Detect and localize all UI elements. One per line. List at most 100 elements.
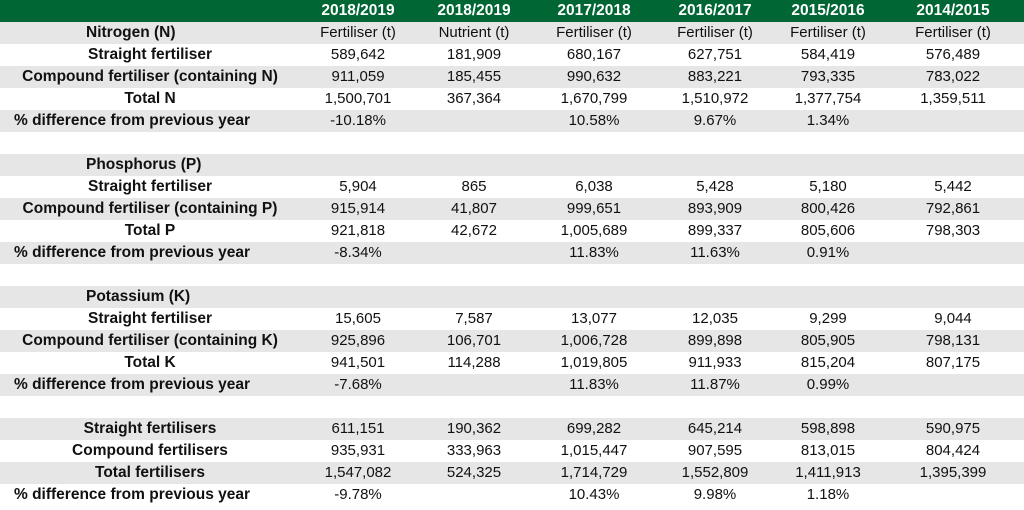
row-label: Total P	[124, 222, 176, 239]
table-row: % difference from previous year -9.78% 1…	[0, 484, 1024, 506]
table-cell	[300, 154, 416, 176]
table-cell: 941,501	[330, 354, 386, 371]
table-row: % difference from previous year -10.18% …	[0, 110, 1024, 132]
table-cell	[532, 286, 656, 308]
row-label: % difference from previous year	[14, 486, 251, 503]
table-cell: Nutrient (t)	[416, 22, 532, 44]
table-cell: 9,299	[809, 310, 847, 327]
table-cell: 792,861	[882, 198, 1024, 220]
table-cell: 645,214	[656, 418, 774, 440]
table-cell: Fertiliser (t)	[532, 22, 656, 44]
spacer-cell	[0, 264, 1024, 286]
table-cell: 6,038	[575, 178, 613, 195]
table-cell: 1,510,972	[681, 90, 749, 107]
table-cell: 10.43%	[568, 486, 620, 503]
table-row: Phosphorus (P)	[0, 154, 1024, 176]
table-cell	[882, 242, 1024, 264]
table-cell	[882, 374, 1024, 396]
table-cell: 893,909	[656, 198, 774, 220]
row-label: Straight fertiliser	[87, 46, 213, 63]
table-row: % difference from previous year -7.68% 1…	[0, 374, 1024, 396]
table-cell: -9.78%	[334, 486, 382, 503]
spacer-row	[0, 132, 1024, 154]
row-label: Nitrogen (N)	[0, 22, 300, 44]
table-cell: 42,672	[451, 222, 497, 239]
table-cell: 9.98%	[693, 486, 737, 503]
table-cell: 813,015	[800, 442, 856, 459]
table-row: Compound fertiliser (containing N) 911,0…	[0, 66, 1024, 88]
table-cell: 11.63%	[656, 242, 774, 264]
table-cell: 106,701	[416, 330, 532, 352]
table-cell: 5,442	[934, 178, 972, 195]
table-cell: 699,282	[532, 418, 656, 440]
table-cell	[532, 154, 656, 176]
table-cell	[416, 242, 532, 264]
table-row: Compound fertilisers 935,931 333,963 1,0…	[0, 440, 1024, 462]
table-cell: 999,651	[532, 198, 656, 220]
row-label: Potassium (K)	[0, 286, 300, 308]
row-label: Compound fertiliser (containing N)	[0, 66, 300, 88]
table-cell: 5,428	[696, 178, 734, 195]
table-row: Total K 941,501 114,288 1,019,805 911,93…	[0, 352, 1024, 374]
table-cell: 921,818	[330, 222, 386, 239]
table-cell	[656, 154, 774, 176]
table-cell: 1,714,729	[532, 462, 656, 484]
header-year-3: 2017/2018	[532, 0, 656, 22]
row-label: Compound fertiliser (containing P)	[0, 198, 300, 220]
spacer-cell	[0, 132, 1024, 154]
header-year-1: 2018/2019	[300, 0, 416, 22]
table-cell	[882, 154, 1024, 176]
table-row: Straight fertilisers 611,151 190,362 699…	[0, 418, 1024, 440]
spacer-row	[0, 396, 1024, 418]
table-cell: 1,019,805	[560, 354, 628, 371]
table-cell: 793,335	[774, 66, 882, 88]
row-label: Straight fertiliser	[87, 178, 213, 195]
table-cell: 925,896	[300, 330, 416, 352]
table-cell: 883,221	[656, 66, 774, 88]
table-row: Potassium (K)	[0, 286, 1024, 308]
table-row: Straight fertiliser 5,904 865 6,038 5,42…	[0, 176, 1024, 198]
table-cell: 990,632	[532, 66, 656, 88]
table-cell: 680,167	[566, 46, 622, 63]
table-row: Total fertilisers 1,547,082 524,325 1,71…	[0, 462, 1024, 484]
table-cell: 1,005,689	[560, 222, 628, 239]
table-cell: 805,905	[774, 330, 882, 352]
table-cell: 1,500,701	[324, 90, 392, 107]
table-row: Compound fertiliser (containing K) 925,8…	[0, 330, 1024, 352]
table-cell: 1,547,082	[300, 462, 416, 484]
table-cell: 0.99%	[774, 374, 882, 396]
table-cell: 1.34%	[774, 110, 882, 132]
table-cell: -10.18%	[300, 110, 416, 132]
table-cell: 190,362	[416, 418, 532, 440]
table-cell: Fertiliser (t)	[774, 22, 882, 44]
table-row: Total N 1,500,701 367,364 1,670,799 1,51…	[0, 88, 1024, 110]
row-label: % difference from previous year	[0, 110, 300, 132]
header-year-5: 2015/2016	[774, 0, 882, 22]
table-cell: 1,006,728	[532, 330, 656, 352]
header-label-cell	[0, 0, 300, 22]
row-label: Compound fertilisers	[72, 442, 228, 459]
table-cell: 899,898	[656, 330, 774, 352]
table-cell: 907,595	[687, 442, 743, 459]
table-cell	[416, 110, 532, 132]
table-cell: 5,904	[339, 178, 377, 195]
spacer-row	[0, 264, 1024, 286]
table-cell: 865	[461, 178, 487, 195]
table-cell: Fertiliser (t)	[300, 22, 416, 44]
table-cell: 1,377,754	[794, 90, 862, 107]
table-cell: 367,364	[446, 90, 502, 107]
table-cell: 5,180	[809, 178, 847, 195]
row-label: Compound fertiliser (containing K)	[0, 330, 300, 352]
table-cell: 1,670,799	[560, 90, 628, 107]
table-row: % difference from previous year -8.34% 1…	[0, 242, 1024, 264]
table-cell: 10.58%	[532, 110, 656, 132]
table-cell	[416, 286, 532, 308]
table-cell: 1,359,511	[920, 90, 986, 107]
table-cell: 333,963	[446, 442, 502, 459]
table-cell: 611,151	[300, 418, 416, 440]
row-label: Total K	[124, 354, 176, 371]
table-cell: 524,325	[416, 462, 532, 484]
table-cell	[416, 154, 532, 176]
table-cell	[416, 374, 532, 396]
